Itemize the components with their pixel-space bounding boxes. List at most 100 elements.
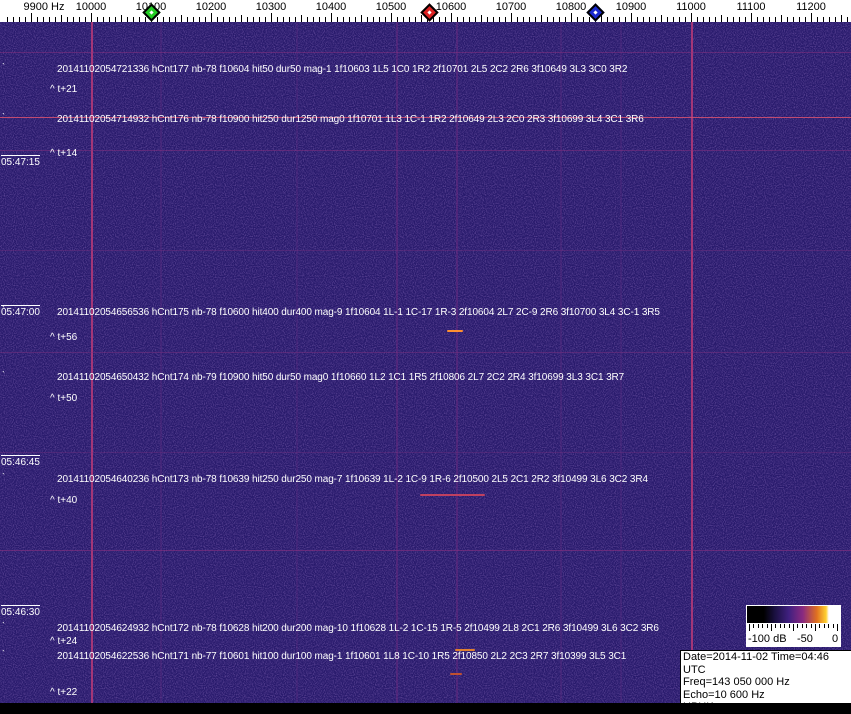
axis-label: 10200 [195,1,227,13]
axis-label: 10000 [75,1,107,13]
interference-line-vertical [91,22,93,703]
time-label: 05:46:30 [1,605,40,618]
axis-tick [331,13,332,22]
axis-tick [43,17,44,22]
axis-tick [121,15,122,22]
axis-tick [463,17,464,22]
axis-tick [127,17,128,22]
axis-tick [775,17,776,22]
axis-tick [733,17,734,22]
axis-tick [829,17,830,22]
colorbar-label-max: 0 [832,633,839,645]
interference-line-horizontal [0,352,851,353]
axis-tick [445,17,446,22]
colorbar-tick [766,624,768,628]
axis-tick [805,17,806,22]
axis-tick [49,17,50,22]
axis-tick [715,17,716,22]
detection-annotation: 20141102054721336 hCnt177 nb-78 f10604 h… [57,64,628,75]
colorbar-tick [775,624,777,628]
axis-tick [55,17,56,22]
axis-tick [703,17,704,22]
row-marker: ` [2,305,5,315]
row-marker: ` [2,62,5,72]
axis-tick [205,17,206,22]
axis-tick [637,17,638,22]
axis-tick [493,17,494,22]
axis-tick [613,17,614,22]
colorbar-tick [797,624,799,628]
axis-tick [643,17,644,22]
axis-tick [727,17,728,22]
axis-tick [241,15,242,22]
frequency-axis[interactable]: 9900 Hz 10000101001020010300104001050010… [0,0,851,22]
axis-tick [601,15,602,22]
axis-tick [343,17,344,22]
axis-tick [367,17,368,22]
axis-tick [487,17,488,22]
time-label: 05:47:00 [1,305,40,318]
axis-tick [139,17,140,22]
axis-tick [115,17,116,22]
axis-tick [67,17,68,22]
axis-tick [517,17,518,22]
info-box: Date=2014-11-02 Time=04:46 UTC Freq=143 … [680,650,851,713]
colorbar-tick [801,624,803,628]
axis-tick [523,17,524,22]
axis-tick [235,17,236,22]
colorbar-label-mid: -50 [797,633,813,645]
axis-tick [583,17,584,22]
info-frequency: Freq=143 050 000 Hz [683,676,790,688]
axis-tick [433,17,434,22]
detection-annotation: 20141102054656536 hCnt175 nb-78 f10600 h… [57,307,660,318]
colorbar-tick [832,624,834,628]
axis-tick [817,17,818,22]
interference-line-horizontal [0,150,851,151]
axis-tick [181,15,182,22]
interference-line-horizontal [0,550,851,551]
interference-line-vertical [560,22,562,703]
axis-tick [73,17,74,22]
axis-tick [379,17,380,22]
axis-tick [223,17,224,22]
meteor-echo [420,494,485,496]
axis-tick [499,17,500,22]
axis-tick [751,13,752,22]
axis-label: 10800 [555,1,587,13]
axis-tick [559,17,560,22]
axis-tick [61,15,62,22]
detection-offset: ^ t+14 [50,148,78,159]
axis-tick [757,17,758,22]
axis-tick [187,17,188,22]
time-label: 05:46:45 [1,455,40,468]
time-label: 05:47:15 [1,155,40,168]
axis-tick [337,17,338,22]
axis-tick [541,15,542,22]
axis-unit-label: 9900 Hz [23,1,65,13]
axis-tick [157,17,158,22]
axis-tick [709,17,710,22]
detection-annotation: 20141102054622536 hCnt171 nb-77 f10601 h… [57,651,627,662]
axis-tick [667,17,668,22]
axis-tick [397,17,398,22]
axis-tick [625,17,626,22]
axis-tick [787,17,788,22]
axis-tick [289,17,290,22]
axis-tick [403,17,404,22]
axis-tick [259,17,260,22]
colorbar-tick [815,624,816,631]
interference-line-vertical [296,22,298,703]
axis-tick [565,17,566,22]
axis-tick [355,17,356,22]
axis-label: 10900 [615,1,647,13]
detection-offset: ^ t+56 [50,332,78,343]
meteor-echo [447,330,463,332]
axis-tick [511,13,512,22]
row-marker: ` [2,649,5,659]
axis-tick [415,17,416,22]
axis-label: 10400 [315,1,347,13]
colorbar-tick [788,624,790,628]
axis-tick [253,17,254,22]
axis-tick [649,17,650,22]
waterfall-display[interactable]: 05:47:15 05:47:00 05:46:45 05:46:30 20141102… [0,22,851,703]
